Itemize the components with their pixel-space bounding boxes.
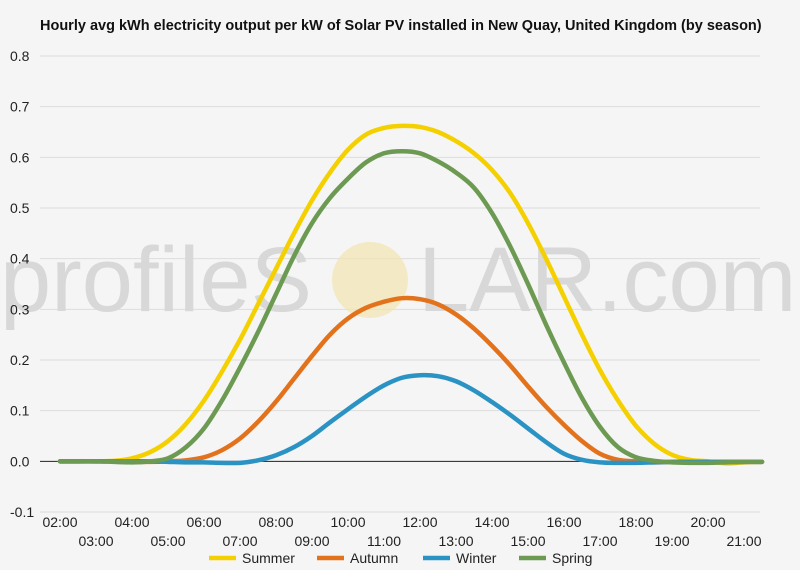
x-tick-label: 16:00 <box>546 514 581 530</box>
legend-label: Autumn <box>350 550 398 566</box>
legend-label: Spring <box>552 550 592 566</box>
x-tick-label: 17:00 <box>582 533 617 549</box>
series-line-spring <box>57 149 765 466</box>
y-tick-label: 0.8 <box>10 48 30 64</box>
chart-title: Hourly avg kWh electricity output per kW… <box>40 18 762 34</box>
x-tick-label: 06:00 <box>186 514 221 530</box>
x-tick-label: 15:00 <box>510 533 545 549</box>
watermark: profileS LAR.com <box>0 229 796 331</box>
x-tick-label: 13:00 <box>438 533 473 549</box>
x-tick-label: 18:00 <box>618 514 653 530</box>
series-line-winter <box>57 372 765 466</box>
y-tick-label: 0.7 <box>10 99 30 115</box>
legend-label: Winter <box>456 550 497 566</box>
x-tick-label: 07:00 <box>222 533 257 549</box>
x-tick-label: 11:00 <box>367 533 401 549</box>
y-tick-label: 0.1 <box>10 403 30 419</box>
x-tick-label: 10:00 <box>330 514 365 530</box>
y-tick-label: 0.0 <box>10 453 30 469</box>
x-tick-label: 05:00 <box>150 533 185 549</box>
series-line-summer <box>57 123 765 466</box>
x-tick-label: 19:00 <box>654 533 689 549</box>
x-tick-label: 12:00 <box>402 514 437 530</box>
x-tick-label: 04:00 <box>114 514 149 530</box>
watermark-right: LAR.com <box>418 229 796 331</box>
y-tick-label: 0.3 <box>10 301 30 317</box>
x-tick-label: 21:00 <box>726 533 761 549</box>
y-tick-label: -0.1 <box>10 504 34 520</box>
x-tick-label: 03:00 <box>78 533 113 549</box>
x-tick-label: 09:00 <box>294 533 329 549</box>
x-tick-label: 20:00 <box>690 514 725 530</box>
watermark-left: profileS <box>0 229 312 331</box>
y-tick-label: 0.6 <box>10 149 30 165</box>
legend-label: Summer <box>242 550 295 566</box>
x-tick-label: 08:00 <box>258 514 293 530</box>
x-tick-label: 02:00 <box>42 514 77 530</box>
x-tick-label: 14:00 <box>474 514 509 530</box>
y-tick-label: 0.4 <box>10 251 30 267</box>
y-tick-label: 0.5 <box>10 200 30 216</box>
y-tick-label: 0.2 <box>10 352 30 368</box>
